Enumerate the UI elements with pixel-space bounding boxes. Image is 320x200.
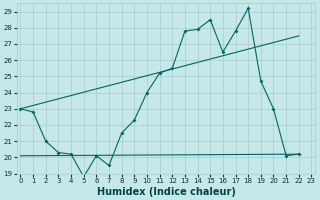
- X-axis label: Humidex (Indice chaleur): Humidex (Indice chaleur): [97, 187, 236, 197]
